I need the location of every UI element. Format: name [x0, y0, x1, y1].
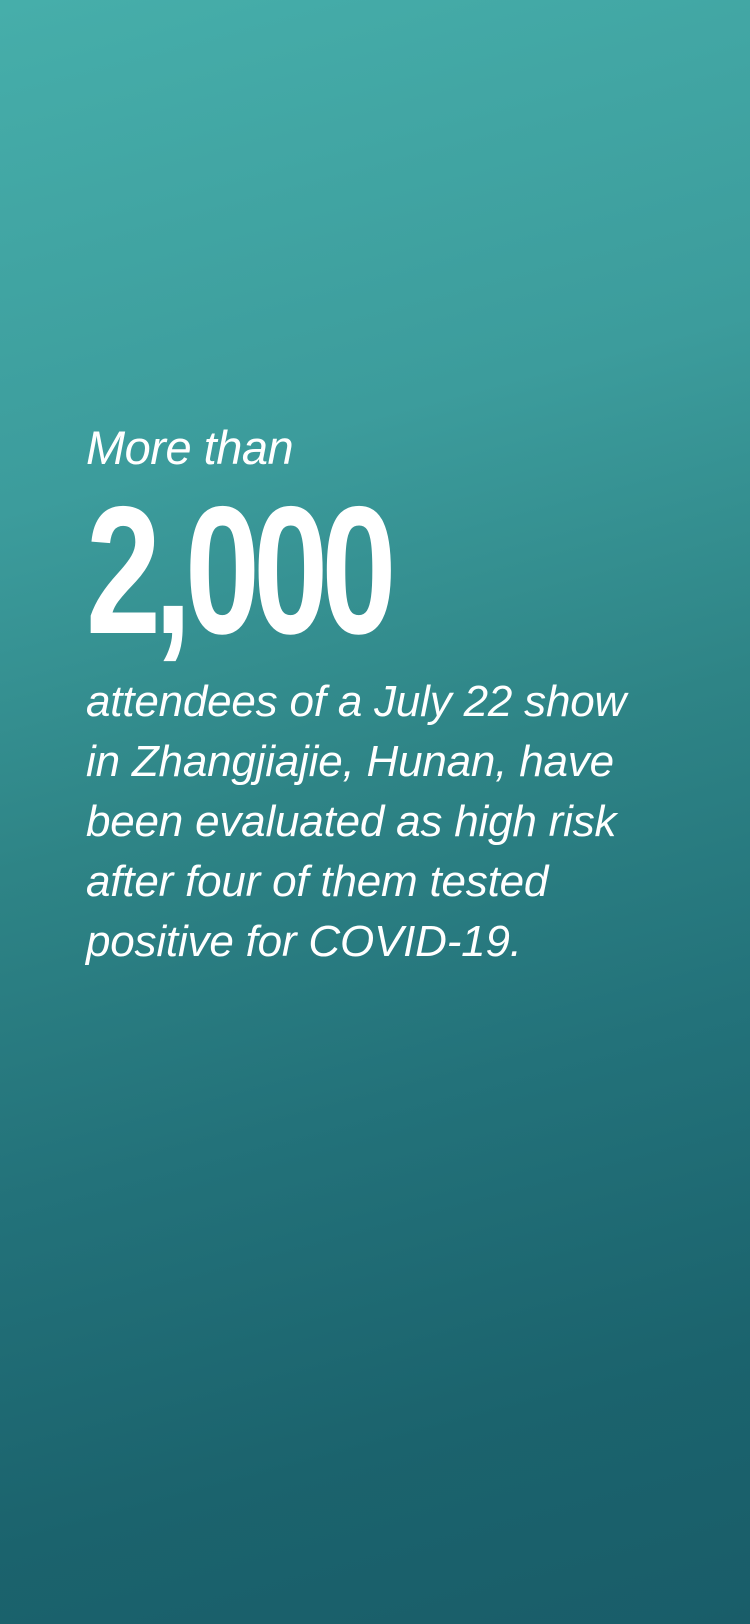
description-text: attendees of a July 22 show in Zhangjiaj… [86, 672, 686, 972]
headline-number: 2,000 [86, 468, 396, 672]
description-line: been evaluated as high risk [86, 797, 617, 846]
description-line: after four of them tested [86, 857, 549, 906]
intro-text: More than [86, 421, 294, 474]
description-line: attendees of a July 22 show [86, 677, 627, 726]
description-line: in Zhangjiajie, Hunan, have [86, 737, 614, 786]
statistic-block: More than 2,000 attendees of a July 22 s… [86, 418, 726, 972]
description-line: positive for COVID-19. [86, 917, 522, 966]
